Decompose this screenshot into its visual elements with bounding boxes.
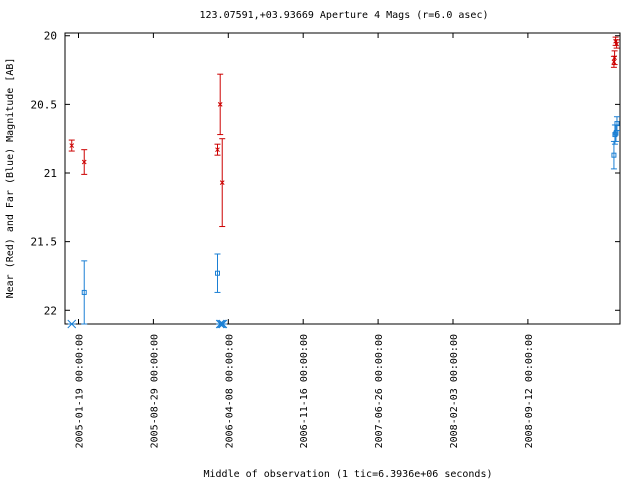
x-tick-label: 2008-02-03 00:00:00	[449, 334, 460, 448]
x-marker	[614, 41, 619, 47]
x-tick-label: 2005-01-19 00:00:00	[74, 334, 85, 448]
x-axis-label: Middle of observation (1 tic=6.3936e+06 …	[204, 469, 493, 480]
x-marker	[611, 59, 617, 65]
data-point	[81, 149, 88, 175]
data-point	[214, 143, 221, 156]
tick-marks	[65, 33, 620, 324]
y-tick-label: 20.5	[31, 98, 58, 111]
y-tick-label: 21	[44, 167, 57, 180]
axis-markers	[67, 319, 228, 329]
data-point	[217, 73, 224, 136]
plot-frame	[64, 32, 621, 325]
data-point	[612, 124, 619, 142]
x-marker	[215, 147, 220, 153]
data-point	[610, 140, 617, 170]
chart-title: 123.07591,+03.93669 Aperture 4 Mags (r=6…	[200, 10, 489, 21]
y-axis-label: Near (Red) and Far (Blue) Magnitude [AB]	[5, 58, 16, 299]
x-tick-label: 2006-11-16 00:00:00	[299, 334, 310, 448]
data-point	[613, 116, 620, 131]
data-point	[219, 138, 226, 228]
series-2	[81, 116, 620, 325]
data-point	[214, 253, 221, 293]
square-marker	[214, 270, 220, 276]
square-marker	[81, 289, 87, 295]
data-point	[611, 50, 618, 66]
series-1	[68, 36, 620, 228]
data-point	[612, 36, 619, 46]
square-marker	[614, 121, 620, 127]
asterisk-marker	[218, 319, 228, 329]
square-marker	[613, 130, 619, 136]
x-tick-label: 2008-09-12 00:00:00	[524, 334, 535, 448]
asterisk-marker	[67, 319, 77, 329]
data-point	[81, 260, 88, 325]
square-marker	[612, 132, 618, 138]
x-tick-label: 2006-04-08 00:00:00	[224, 334, 235, 448]
x-marker	[219, 180, 225, 185]
y-tick-label: 21.5	[31, 236, 58, 249]
x-tick-label: 2007-06-26 00:00:00	[374, 334, 385, 448]
x-marker	[612, 55, 617, 61]
x-tick-label: 2005-08-29 00:00:00	[149, 334, 160, 448]
y-tick-label: 22	[44, 304, 57, 317]
x-marker	[217, 102, 223, 107]
data-point	[613, 39, 620, 49]
x-marker	[81, 159, 87, 165]
data-points	[67, 36, 620, 329]
y-tick-label: 20	[44, 30, 57, 43]
x-marker	[69, 143, 75, 148]
data-point	[68, 139, 75, 152]
tick-labels: 20 20.5 21 21.5 22 2005-01-19 00:00:00 2005-08…	[31, 30, 535, 449]
square-marker	[611, 152, 617, 158]
